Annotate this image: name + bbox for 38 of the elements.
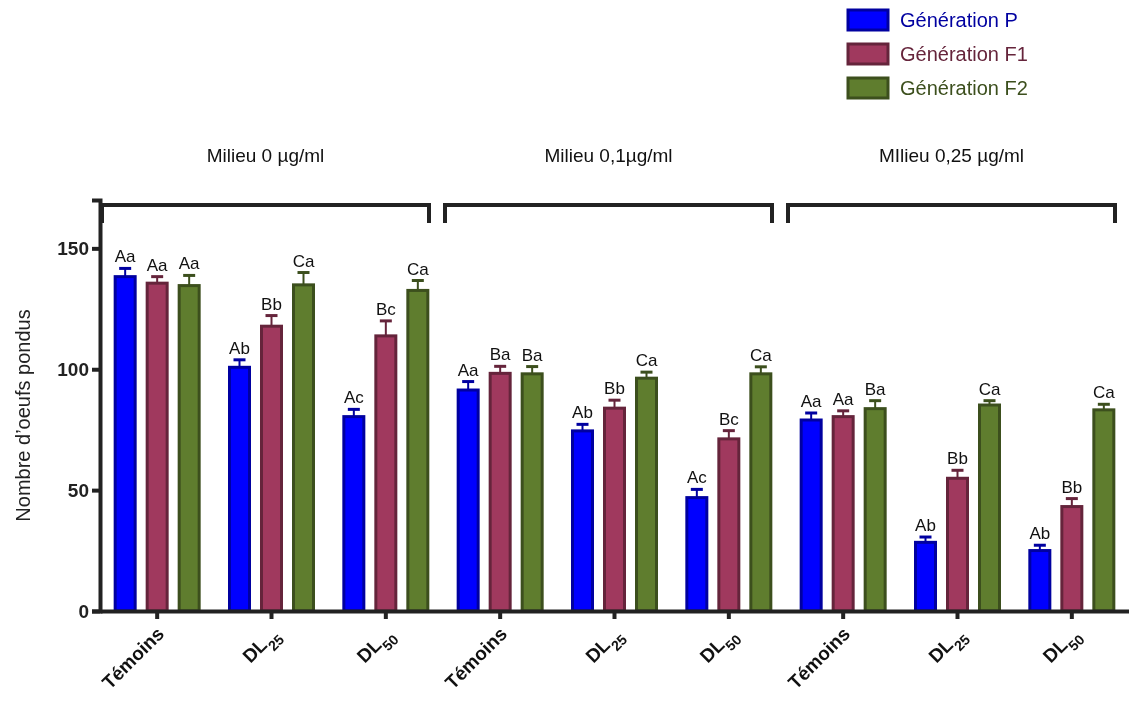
data-label: Bc xyxy=(718,409,740,429)
data-label: Ca xyxy=(406,259,430,279)
data-label: Ca xyxy=(978,379,1001,399)
legend-label: Génération F2 xyxy=(900,77,1028,99)
y-tick-label: 0 xyxy=(78,600,89,622)
text: Milieu 0,1µg/ml xyxy=(544,145,673,166)
data-label: Bb xyxy=(261,294,282,314)
data-label: Ca xyxy=(635,351,658,371)
data-label: Ab xyxy=(229,338,250,358)
y-tick-label: 50 xyxy=(67,479,89,501)
data-label: Aa xyxy=(114,247,137,267)
y-tick-label: 100 xyxy=(57,358,89,380)
data-label: Aa xyxy=(178,254,201,274)
data-label: Ab xyxy=(1029,524,1051,544)
data-label: Ca xyxy=(1092,383,1116,403)
data-label: Bb xyxy=(604,379,625,399)
data-label: Ac xyxy=(343,388,365,408)
data-label: Ba xyxy=(521,345,544,365)
data-label: Ba xyxy=(489,345,512,365)
data-label: Ca xyxy=(749,345,773,365)
text: Milieu 0 µg/ml xyxy=(206,145,325,166)
data-label: Aa xyxy=(457,360,480,380)
data-label: Ba xyxy=(864,379,887,399)
data-label: Ca xyxy=(292,251,315,271)
y-tick-label: 150 xyxy=(57,237,89,259)
data-label: Aa xyxy=(832,389,855,409)
legend-label: Génération P xyxy=(900,9,1018,31)
data-label: Bc xyxy=(375,299,397,319)
text: MIlieu 0,25 µg/ml xyxy=(878,145,1025,166)
data-label: Bb xyxy=(947,449,968,469)
y-axis-title: Nombre d’oeufs pondus xyxy=(12,309,34,522)
data-label: Bb xyxy=(1061,477,1083,497)
data-label: Aa xyxy=(146,255,169,275)
data-label: Ab xyxy=(915,516,936,536)
data-label: Ab xyxy=(572,403,593,423)
data-label: Aa xyxy=(800,391,823,411)
data-label: Ac xyxy=(686,468,708,488)
legend-label: Génération F1 xyxy=(900,43,1028,65)
